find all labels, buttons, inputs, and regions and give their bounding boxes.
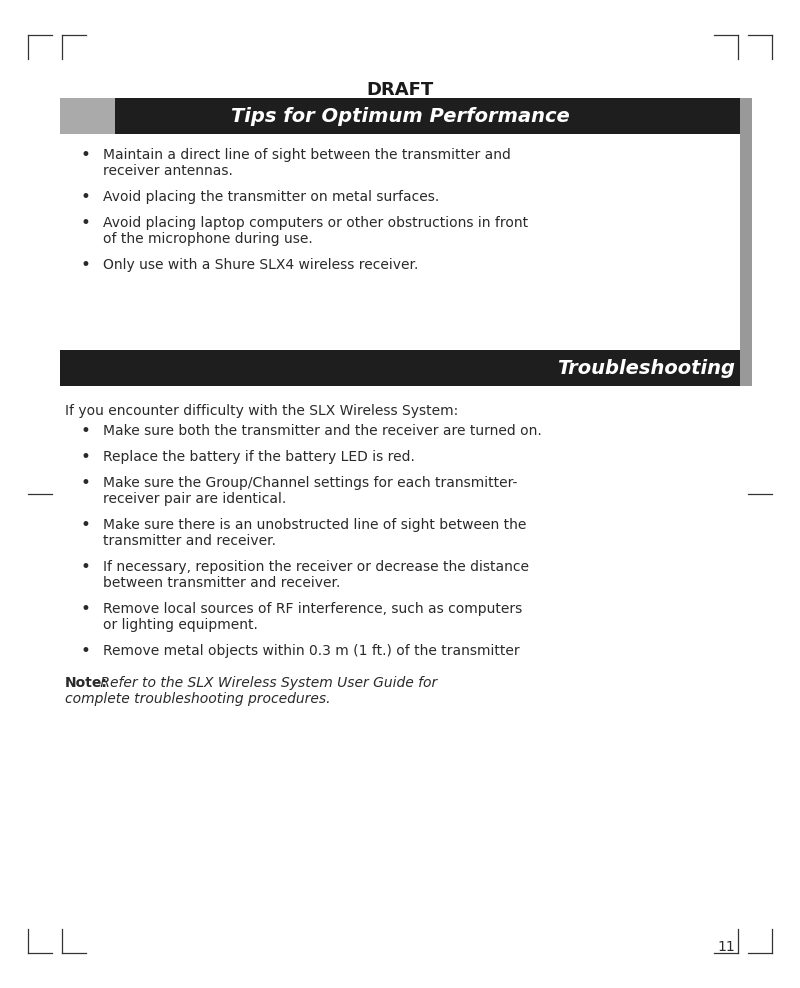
Text: •: • xyxy=(80,214,90,232)
Text: of the microphone during use.: of the microphone during use. xyxy=(103,232,313,246)
Text: Refer to the SLX Wireless System User Guide for: Refer to the SLX Wireless System User Gu… xyxy=(96,676,438,690)
Text: If you encounter difficulty with the SLX Wireless System:: If you encounter difficulty with the SLX… xyxy=(65,404,458,418)
Text: 11: 11 xyxy=(718,940,735,954)
Text: receiver antennas.: receiver antennas. xyxy=(103,164,233,178)
Text: •: • xyxy=(80,256,90,275)
Text: Replace the battery if the battery LED is red.: Replace the battery if the battery LED i… xyxy=(103,450,415,464)
Text: complete troubleshooting procedures.: complete troubleshooting procedures. xyxy=(65,692,330,706)
Text: •: • xyxy=(80,449,90,466)
Bar xyxy=(60,350,740,386)
Text: •: • xyxy=(80,188,90,206)
Text: •: • xyxy=(80,600,90,618)
Text: Make sure both the transmitter and the receiver are turned on.: Make sure both the transmitter and the r… xyxy=(103,424,542,438)
Text: Make sure the Group/Channel settings for each transmitter-: Make sure the Group/Channel settings for… xyxy=(103,476,518,490)
Text: Note:: Note: xyxy=(65,676,108,690)
Text: DRAFT: DRAFT xyxy=(366,81,434,99)
Text: •: • xyxy=(80,516,90,535)
Text: If necessary, reposition the receiver or decrease the distance: If necessary, reposition the receiver or… xyxy=(103,560,529,574)
Bar xyxy=(115,98,740,134)
Text: Only use with a Shure SLX4 wireless receiver.: Only use with a Shure SLX4 wireless rece… xyxy=(103,258,418,272)
Text: Tips for Optimum Performance: Tips for Optimum Performance xyxy=(230,107,570,125)
Text: Remove local sources of RF interference, such as computers: Remove local sources of RF interference,… xyxy=(103,602,522,616)
Text: Remove metal objects within 0.3 m (1 ft.) of the transmitter: Remove metal objects within 0.3 m (1 ft.… xyxy=(103,644,520,658)
Text: Avoid placing laptop computers or other obstructions in front: Avoid placing laptop computers or other … xyxy=(103,216,528,230)
Text: •: • xyxy=(80,422,90,441)
Text: •: • xyxy=(80,146,90,164)
Text: Maintain a direct line of sight between the transmitter and: Maintain a direct line of sight between … xyxy=(103,148,511,162)
Text: •: • xyxy=(80,474,90,492)
Text: Avoid placing the transmitter on metal surfaces.: Avoid placing the transmitter on metal s… xyxy=(103,190,439,204)
Text: between transmitter and receiver.: between transmitter and receiver. xyxy=(103,576,340,590)
Text: Troubleshooting: Troubleshooting xyxy=(557,359,735,377)
Text: transmitter and receiver.: transmitter and receiver. xyxy=(103,534,276,548)
Text: •: • xyxy=(80,642,90,660)
Bar xyxy=(60,98,115,134)
Text: •: • xyxy=(80,558,90,576)
Text: or lighting equipment.: or lighting equipment. xyxy=(103,618,258,632)
Bar xyxy=(740,98,752,386)
Text: receiver pair are identical.: receiver pair are identical. xyxy=(103,492,286,506)
Text: Make sure there is an unobstructed line of sight between the: Make sure there is an unobstructed line … xyxy=(103,518,526,532)
